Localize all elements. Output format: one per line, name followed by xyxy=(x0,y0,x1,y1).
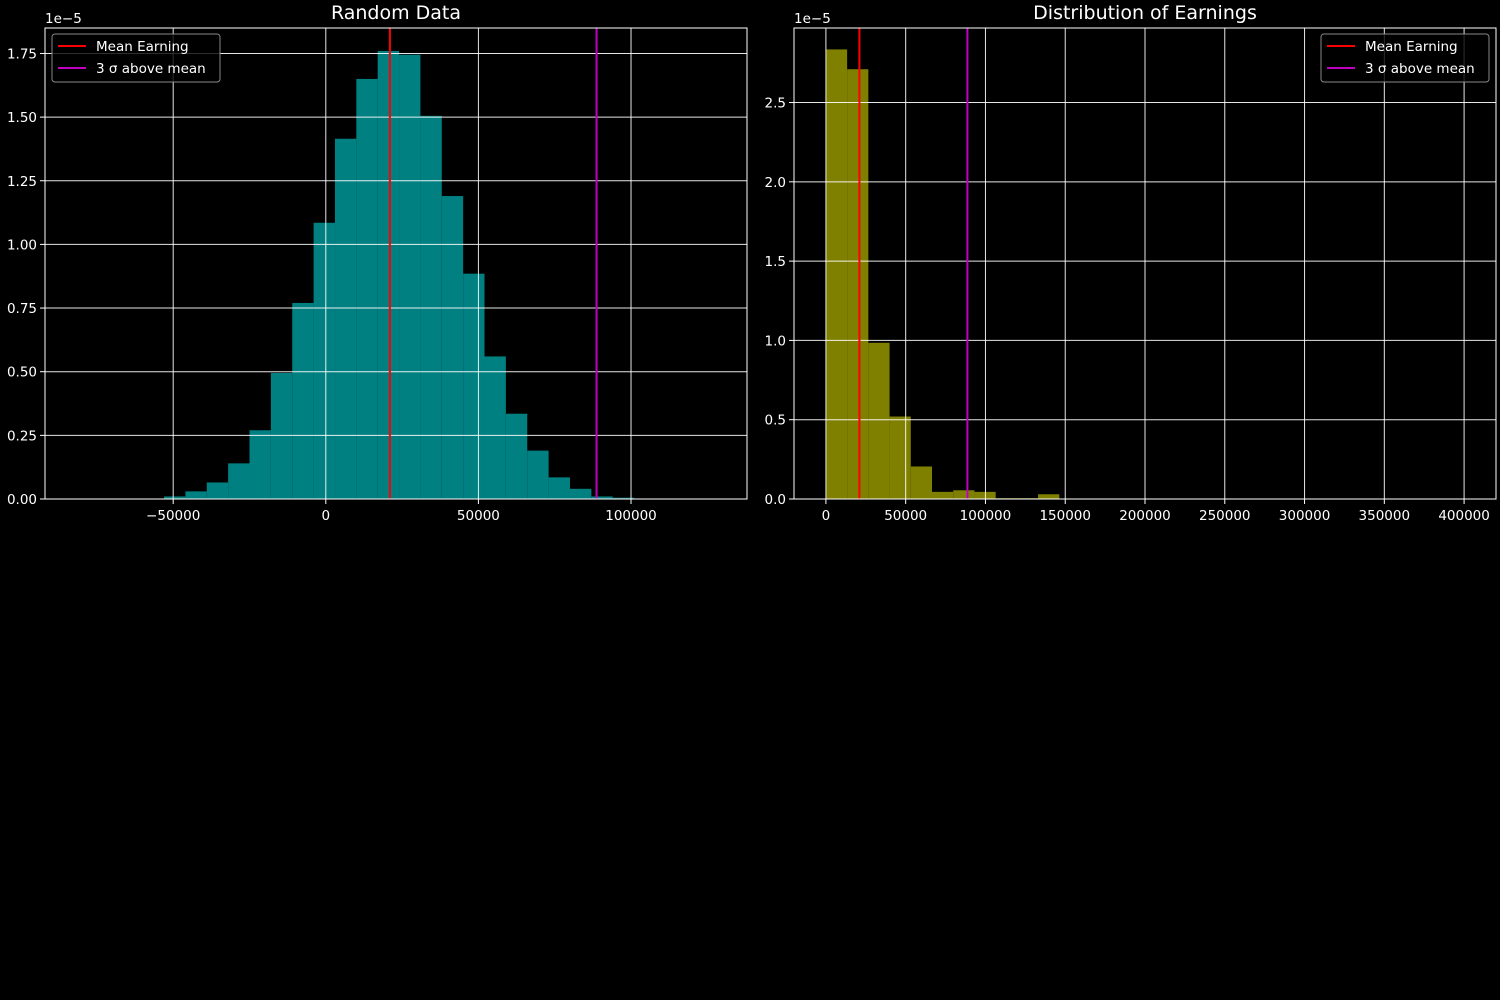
histogram-bar xyxy=(505,413,528,499)
histogram-bar xyxy=(399,54,421,500)
legend-label: Mean Earning xyxy=(96,39,189,55)
y-tick-label: 2.0 xyxy=(765,175,786,191)
histogram-bar xyxy=(612,497,635,499)
axes-frame xyxy=(44,27,748,500)
histogram-bar xyxy=(292,302,314,499)
histogram-bar xyxy=(932,491,954,499)
x-tick-label: 400000 xyxy=(1438,508,1490,524)
x-tick-label: 350000 xyxy=(1359,508,1411,524)
histogram-bar xyxy=(228,463,250,499)
x-tick-label: 150000 xyxy=(1039,508,1091,524)
y-tick-label: 2.5 xyxy=(765,96,786,112)
histogram-bar xyxy=(164,496,186,499)
histogram-bar xyxy=(377,50,400,499)
histogram-bar xyxy=(249,430,271,499)
histogram-bar xyxy=(1038,494,1060,499)
legend-box xyxy=(1320,33,1490,83)
x-tick-label: 200000 xyxy=(1119,508,1171,524)
legend-label: Mean Earning xyxy=(1365,39,1458,55)
y-tick-label: 1.75 xyxy=(7,46,37,62)
histogram-bar xyxy=(527,450,549,499)
legend-label: 3 σ above mean xyxy=(1365,61,1475,77)
x-tick-label: 250000 xyxy=(1199,508,1251,524)
legend: Mean Earning 3 σ above mean xyxy=(51,33,221,83)
chart-random-data: Random Data −50000 0 50000 100000 0.00 0.25 0.5… xyxy=(7,2,748,524)
x-tick-label: 300000 xyxy=(1279,508,1331,524)
histogram-bar xyxy=(270,372,293,499)
y-offset-label: 1e−5 xyxy=(794,11,831,27)
y-tick-label: 1.50 xyxy=(7,110,37,126)
histogram-bar xyxy=(185,491,207,499)
histogram-bar xyxy=(825,49,848,500)
y-tick-label: 1.0 xyxy=(765,333,786,349)
chart-distribution-of-earnings: Distribution of Earnings 0 50000 100000 1500… xyxy=(765,2,1497,524)
histogram-bar xyxy=(334,138,357,499)
chart-title: Distribution of Earnings xyxy=(1033,2,1257,24)
y-tick-label: 0.50 xyxy=(7,365,37,381)
legend: Mean Earning 3 σ above mean xyxy=(1320,33,1490,83)
histogram-bar xyxy=(868,342,890,499)
x-tick-label: 0 xyxy=(822,508,831,524)
x-tick-label: 100000 xyxy=(605,508,657,524)
histogram-bar xyxy=(548,477,570,499)
x-tick-label: −50000 xyxy=(146,508,200,524)
histogram-bar xyxy=(484,356,506,499)
histogram-bar xyxy=(591,496,613,499)
histogram-bar xyxy=(441,196,464,500)
y-tick-label: 0.0 xyxy=(765,492,786,508)
y-tick-label: 1.25 xyxy=(7,174,37,190)
histogram-bar xyxy=(910,466,933,499)
histogram-bar xyxy=(953,490,975,499)
x-tick-label: 50000 xyxy=(884,508,927,524)
y-tick-label: 0.25 xyxy=(7,428,37,444)
x-tick-label: 0 xyxy=(322,508,331,524)
histogram-bar xyxy=(356,78,378,500)
y-tick-label: 1.5 xyxy=(765,254,786,270)
y-tick-label: 0.75 xyxy=(7,301,37,317)
histogram-bar xyxy=(889,416,911,499)
histogram-bar xyxy=(463,273,485,499)
histogram-bar xyxy=(420,115,442,499)
histogram-bar xyxy=(206,482,229,499)
y-tick-label: 0.00 xyxy=(7,492,37,508)
legend-box xyxy=(51,33,221,83)
x-tick-label: 100000 xyxy=(960,508,1012,524)
y-tick-label: 0.5 xyxy=(765,413,786,429)
histogram-bar xyxy=(847,69,869,499)
y-tick-label: 1.00 xyxy=(7,237,37,253)
legend-label: 3 σ above mean xyxy=(96,61,206,77)
y-offset-label: 1e−5 xyxy=(45,11,82,27)
histogram-bar xyxy=(313,222,335,499)
chart-title: Random Data xyxy=(331,2,461,24)
histogram-bar xyxy=(569,488,592,499)
x-tick-label: 50000 xyxy=(457,508,500,524)
